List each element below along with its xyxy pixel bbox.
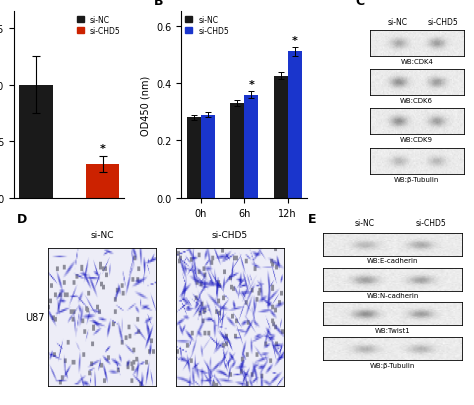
Text: U87: U87 xyxy=(26,312,45,322)
Bar xyxy=(187,118,201,198)
Text: *: * xyxy=(100,143,106,153)
Text: WB:N-cadherin: WB:N-cadherin xyxy=(366,292,419,298)
Text: si-CHD5: si-CHD5 xyxy=(212,230,248,239)
Text: C: C xyxy=(356,0,365,8)
Text: WB:CDK4: WB:CDK4 xyxy=(401,59,433,65)
Y-axis label: OD450 (nm): OD450 (nm) xyxy=(141,75,151,135)
Text: WB:CDK9: WB:CDK9 xyxy=(400,137,433,143)
Text: si-CHD5: si-CHD5 xyxy=(416,218,446,227)
Legend: si-NC, si-CHD5: si-NC, si-CHD5 xyxy=(77,16,121,36)
Text: si-NC: si-NC xyxy=(91,230,114,239)
Text: B: B xyxy=(154,0,163,8)
Bar xyxy=(230,104,245,198)
Text: D: D xyxy=(17,213,27,226)
Text: WB:E-cadherin: WB:E-cadherin xyxy=(367,258,418,264)
Bar xyxy=(201,115,215,198)
Text: si-NC: si-NC xyxy=(355,218,375,227)
Bar xyxy=(86,164,119,198)
Text: *: * xyxy=(292,36,298,46)
Text: WB:β-Tubulin: WB:β-Tubulin xyxy=(394,176,439,182)
Bar xyxy=(19,85,53,198)
Text: *: * xyxy=(248,79,254,90)
Text: E: E xyxy=(308,213,317,226)
Bar xyxy=(274,77,288,198)
Legend: si-NC, si-CHD5: si-NC, si-CHD5 xyxy=(185,16,229,36)
Bar xyxy=(288,52,301,198)
Text: WB:CDK6: WB:CDK6 xyxy=(400,98,433,104)
Text: WB:Twist1: WB:Twist1 xyxy=(374,327,410,333)
Bar xyxy=(245,95,258,198)
Text: si-CHD5: si-CHD5 xyxy=(428,18,458,27)
Text: si-NC: si-NC xyxy=(388,18,408,27)
Text: WB:β-Tubulin: WB:β-Tubulin xyxy=(370,362,415,368)
